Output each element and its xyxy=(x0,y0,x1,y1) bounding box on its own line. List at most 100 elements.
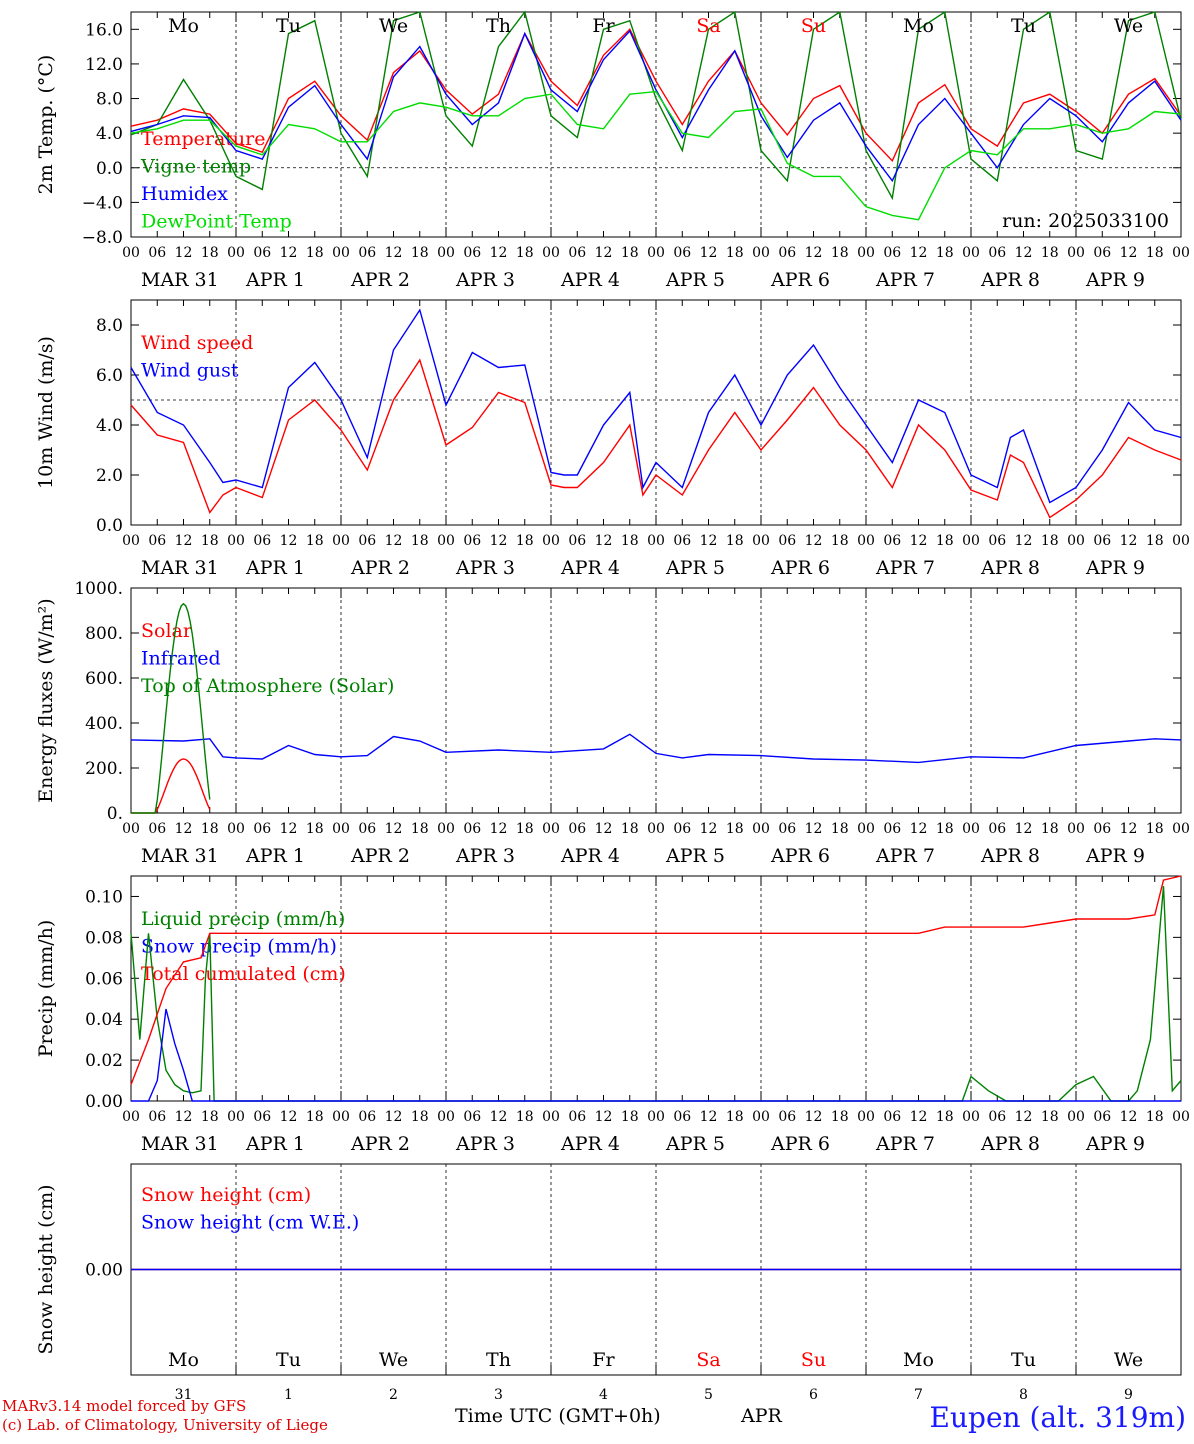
legend-entry: Vigne temp xyxy=(140,156,251,178)
day-name: We xyxy=(1114,1349,1143,1371)
date-label: APR 2 xyxy=(350,1133,410,1155)
y-tick-label: 8.0 xyxy=(96,90,123,110)
hour-tick-label: 12 xyxy=(1120,1109,1138,1125)
hour-tick-label: 18 xyxy=(306,821,324,837)
hour-tick-label: 00 xyxy=(437,1109,455,1125)
hour-tick-label: 00 xyxy=(857,1109,875,1125)
lab-credit: (c) Lab. of Climatology, University of L… xyxy=(2,1416,328,1434)
hour-tick-label: 18 xyxy=(411,821,429,837)
hour-tick-label: 00 xyxy=(227,1109,245,1125)
hour-tick-label: 18 xyxy=(201,1109,219,1125)
hour-tick-label: 06 xyxy=(463,533,481,549)
day-name: Tu xyxy=(276,1349,301,1371)
hour-tick-label: 00 xyxy=(437,533,455,549)
hour-tick-label: 18 xyxy=(621,1109,639,1125)
hour-tick-label: 18 xyxy=(411,245,429,261)
hour-tick-label: 00 xyxy=(1067,245,1085,261)
y-axis-label: Precip (mm/h) xyxy=(35,920,57,1058)
hour-tick-label: 00 xyxy=(227,821,245,837)
hour-tick-label: 12 xyxy=(1120,533,1138,549)
hour-tick-label: 06 xyxy=(253,533,271,549)
y-tick-label: 0. xyxy=(107,804,123,824)
date-label: APR 2 xyxy=(350,845,410,867)
y-axis-label: 2m Temp. (°C) xyxy=(35,55,57,195)
hour-tick-label: 00 xyxy=(122,533,140,549)
series-line xyxy=(130,29,1182,183)
hour-tick-label: 18 xyxy=(936,245,954,261)
hour-tick-label: 18 xyxy=(726,533,744,549)
hour-tick-label: 12 xyxy=(490,245,508,261)
y-tick-label: 2.0 xyxy=(96,466,123,486)
hour-tick-label: 06 xyxy=(568,245,586,261)
hour-tick-label: 00 xyxy=(1172,245,1190,261)
date-label: APR 1 xyxy=(245,269,305,291)
hour-tick-label: 06 xyxy=(673,533,691,549)
hour-tick-label: 06 xyxy=(148,1109,166,1125)
y-tick-label: 0.10 xyxy=(85,887,123,907)
day-number: 1 xyxy=(284,1387,293,1403)
hour-tick-label: 00 xyxy=(227,245,245,261)
hour-tick-label: 12 xyxy=(175,245,193,261)
credits: MARv3.14 model forced by GFS (c) Lab. of… xyxy=(2,1397,328,1435)
y-tick-label: 0.08 xyxy=(85,928,123,948)
hour-tick-label: 12 xyxy=(280,533,298,549)
hour-tick-label: 06 xyxy=(568,533,586,549)
date-label: APR 7 xyxy=(875,845,935,867)
hour-tick-label: 06 xyxy=(148,821,166,837)
series-line xyxy=(131,602,211,814)
panel-frame xyxy=(130,299,1182,526)
legend-entry: Wind gust xyxy=(141,360,239,382)
hour-tick-label: 18 xyxy=(726,245,744,261)
hour-tick-label: 12 xyxy=(1015,1109,1033,1125)
day-name: Mo xyxy=(168,15,199,37)
hour-tick-label: 12 xyxy=(490,533,508,549)
hour-tick-label: 12 xyxy=(1015,245,1033,261)
date-label: APR 8 xyxy=(980,269,1040,291)
hour-tick-label: 18 xyxy=(831,245,849,261)
date-label: APR 5 xyxy=(665,269,725,291)
hour-tick-label: 18 xyxy=(306,245,324,261)
hour-tick-label: 00 xyxy=(437,245,455,261)
day-name: Mo xyxy=(903,15,934,37)
date-label: APR 3 xyxy=(455,845,515,867)
hour-tick-label: 06 xyxy=(883,1109,901,1125)
hour-tick-label: 00 xyxy=(752,245,770,261)
hour-tick-label: 12 xyxy=(175,1109,193,1125)
day-name: Tu xyxy=(1011,15,1036,37)
hour-tick-label: 00 xyxy=(332,1109,350,1125)
hour-tick-label: 06 xyxy=(1093,1109,1111,1125)
hour-tick-label: 06 xyxy=(1093,245,1111,261)
hour-tick-label: 12 xyxy=(175,821,193,837)
hour-tick-label: 06 xyxy=(463,245,481,261)
hour-tick-label: 00 xyxy=(857,245,875,261)
panel-snow: 0.00 Snow height (cm) Snow height (cm) Snow… xyxy=(35,1163,1182,1403)
hour-tick-label: 18 xyxy=(936,533,954,549)
hour-tick-label: 06 xyxy=(1093,533,1111,549)
time-axis-title: Time UTC (GMT+0h) xyxy=(455,1405,661,1427)
y-tick-label: 0.04 xyxy=(85,1010,123,1030)
hour-tick-label: 00 xyxy=(1067,1109,1085,1125)
hour-tick-label: 00 xyxy=(962,1109,980,1125)
hour-tick-label: 06 xyxy=(568,1109,586,1125)
hour-tick-label: 06 xyxy=(358,1109,376,1125)
day-name: We xyxy=(379,15,408,37)
hour-tick-label: 12 xyxy=(700,533,718,549)
hour-tick-label: 18 xyxy=(1041,245,1059,261)
hour-tick-label: 12 xyxy=(490,821,508,837)
hour-tick-label: 12 xyxy=(805,533,823,549)
legend-entry: Liquid precip (mm/h) xyxy=(141,908,345,930)
run-label: run: 2025033100 xyxy=(1002,210,1169,232)
hour-tick-label: 06 xyxy=(883,821,901,837)
hour-tick-label: 18 xyxy=(936,821,954,837)
hour-tick-label: 00 xyxy=(542,821,560,837)
y-tick-label: 8.0 xyxy=(96,316,123,336)
series-line xyxy=(131,758,211,814)
y-tick-label: 6.0 xyxy=(96,366,123,386)
hour-tick-label: 00 xyxy=(1172,533,1190,549)
date-label: APR 3 xyxy=(455,557,515,579)
hour-tick-label: 18 xyxy=(831,821,849,837)
legend-entry: Snow height (cm) xyxy=(141,1184,311,1206)
y-tick-label: 1000. xyxy=(74,579,123,599)
hour-tick-label: 06 xyxy=(778,533,796,549)
date-label: APR 6 xyxy=(770,845,830,867)
